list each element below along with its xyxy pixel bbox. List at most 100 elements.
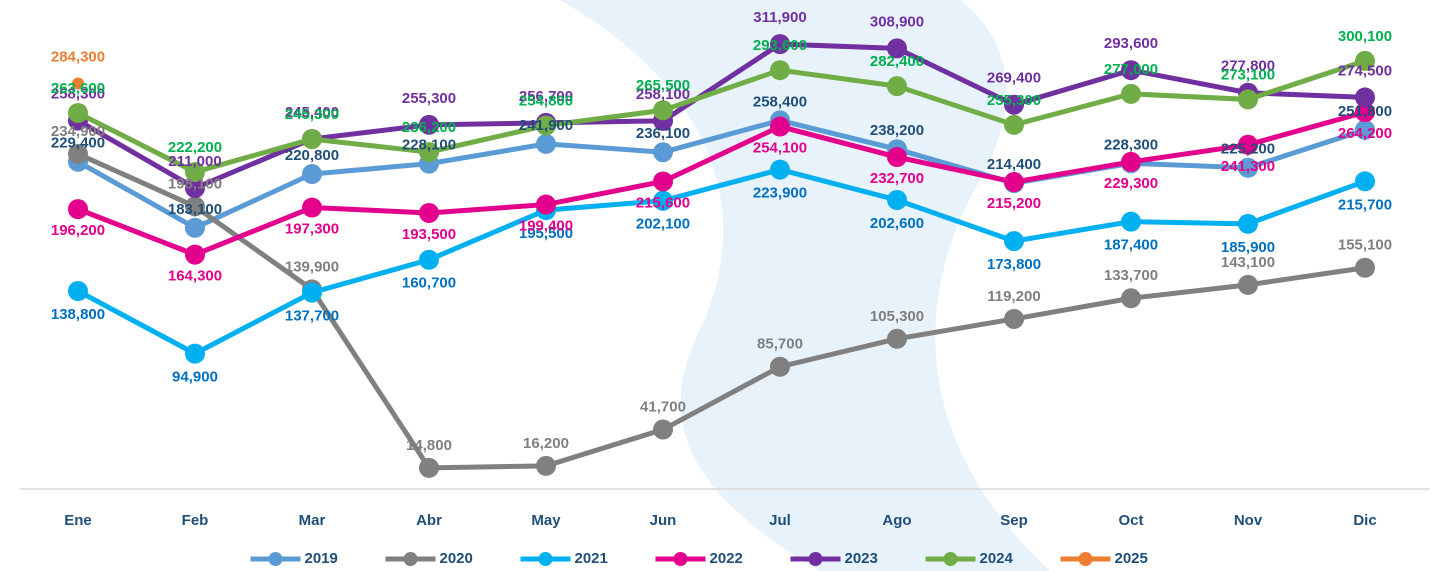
point: [653, 171, 673, 191]
data-label: 282,400: [870, 53, 924, 70]
x-tick-label: Nov: [1234, 512, 1263, 529]
point: [1121, 288, 1141, 308]
data-label: 187,400: [1104, 237, 1158, 254]
point: [1355, 258, 1375, 278]
point: [1121, 84, 1141, 104]
point: [1121, 152, 1141, 172]
point: [770, 117, 790, 137]
legend-label: 2024: [980, 550, 1014, 567]
data-label: 228,300: [1104, 136, 1158, 153]
data-label: 160,700: [402, 275, 456, 292]
data-label: 238,200: [870, 122, 924, 139]
data-label: 119,200: [987, 288, 1040, 305]
legend-marker: [1079, 552, 1093, 566]
data-label: 139,900: [285, 258, 339, 275]
point: [185, 344, 205, 364]
data-label: 41,700: [640, 398, 686, 415]
data-label: 222,200: [168, 139, 222, 156]
data-label: 155,100: [1338, 237, 1392, 254]
data-label: 258,400: [753, 93, 807, 110]
legend-label: 2023: [845, 550, 878, 567]
data-label: 215,700: [1338, 196, 1392, 213]
point: [1238, 275, 1258, 295]
legend-marker: [674, 552, 688, 566]
legend-label: 2025: [1115, 550, 1148, 567]
data-label: 94,900: [172, 369, 218, 386]
point: [887, 329, 907, 349]
data-label: 143,100: [1221, 254, 1275, 271]
legend-marker: [269, 552, 283, 566]
legend-label: 2020: [440, 550, 473, 567]
point: [1004, 172, 1024, 192]
data-label: 265,500: [636, 77, 690, 94]
point: [770, 160, 790, 180]
legend-label: 2021: [575, 550, 608, 567]
data-label: 137,700: [285, 308, 339, 325]
point: [887, 190, 907, 210]
point: [419, 203, 439, 223]
data-label: 228,100: [402, 137, 456, 154]
point: [302, 198, 322, 218]
legend-marker: [809, 552, 823, 566]
data-label: 16,200: [523, 435, 569, 452]
point: [185, 245, 205, 265]
x-tick-label: Jul: [769, 512, 791, 529]
x-tick-label: Dic: [1353, 512, 1376, 529]
data-label: 245,300: [285, 106, 339, 123]
legend-label: 2022: [710, 550, 743, 567]
data-label: 300,100: [1338, 28, 1392, 45]
point: [1238, 214, 1258, 234]
data-label: 215,600: [636, 194, 690, 211]
point: [302, 164, 322, 184]
x-tick-label: Sep: [1000, 512, 1028, 529]
data-label: 202,600: [870, 215, 924, 232]
data-label: 269,400: [987, 70, 1041, 87]
data-label: 293,600: [1104, 35, 1158, 52]
legend-marker: [944, 552, 958, 566]
point: [653, 100, 673, 120]
data-label: 254,100: [753, 140, 807, 157]
data-label: 133,700: [1104, 267, 1158, 284]
data-label: 105,300: [870, 308, 924, 325]
data-label: 241,900: [519, 117, 573, 134]
point: [536, 134, 556, 154]
point: [68, 281, 88, 301]
data-label: 311,900: [753, 9, 806, 26]
data-label: 193,500: [402, 226, 456, 243]
point: [1238, 89, 1258, 109]
x-tick-label: Ago: [882, 512, 911, 529]
data-label: 220,800: [285, 147, 339, 164]
data-label: 138,800: [51, 306, 105, 323]
data-label: 234,900: [51, 123, 105, 140]
data-label: 14,800: [406, 437, 452, 454]
data-label: 198,100: [168, 175, 222, 192]
x-tick-label: Feb: [182, 512, 209, 529]
data-label: 277,000: [1104, 61, 1158, 78]
data-label: 185,900: [1221, 239, 1275, 256]
x-tick-label: Mar: [299, 512, 326, 529]
data-label: 236,100: [636, 125, 690, 142]
x-tick-label: May: [531, 512, 561, 529]
data-label: 236,200: [402, 119, 456, 136]
point: [419, 250, 439, 270]
data-label: 308,900: [870, 13, 924, 30]
data-label: 196,200: [51, 222, 105, 239]
point: [536, 195, 556, 215]
data-label: 197,300: [285, 221, 339, 238]
data-label: 273,100: [1221, 66, 1275, 83]
data-label: 223,900: [753, 185, 807, 202]
point: [536, 456, 556, 476]
data-label: 199,400: [519, 218, 573, 235]
point: [419, 458, 439, 478]
x-tick-label: Jun: [650, 512, 677, 529]
data-label: 215,200: [987, 195, 1041, 212]
data-label: 284,300: [51, 48, 105, 65]
data-label: 264,200: [1338, 125, 1392, 142]
legend-marker: [404, 552, 418, 566]
data-label: 214,400: [987, 156, 1041, 173]
point: [302, 283, 322, 303]
data-label: 164,300: [168, 268, 222, 285]
point: [653, 420, 673, 440]
point: [185, 218, 205, 238]
data-label: 85,700: [757, 336, 803, 353]
